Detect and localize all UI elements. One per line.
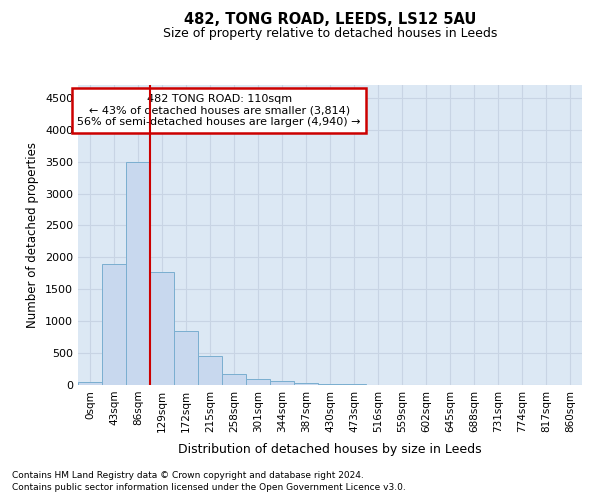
Bar	[294, 383, 318, 385]
Bar	[150, 272, 174, 385]
Bar	[270, 382, 294, 385]
Bar	[198, 356, 222, 385]
Bar	[342, 384, 366, 385]
Text: 482 TONG ROAD: 110sqm
← 43% of detached houses are smaller (3,814)
56% of semi-d: 482 TONG ROAD: 110sqm ← 43% of detached …	[77, 94, 361, 127]
Text: Contains public sector information licensed under the Open Government Licence v3: Contains public sector information licen…	[12, 484, 406, 492]
Text: Size of property relative to detached houses in Leeds: Size of property relative to detached ho…	[163, 28, 497, 40]
Text: Contains HM Land Registry data © Crown copyright and database right 2024.: Contains HM Land Registry data © Crown c…	[12, 471, 364, 480]
Y-axis label: Number of detached properties: Number of detached properties	[26, 142, 40, 328]
Bar	[102, 264, 126, 385]
X-axis label: Distribution of detached houses by size in Leeds: Distribution of detached houses by size …	[178, 443, 482, 456]
Bar	[318, 384, 342, 385]
Text: 482, TONG ROAD, LEEDS, LS12 5AU: 482, TONG ROAD, LEEDS, LS12 5AU	[184, 12, 476, 28]
Bar	[174, 330, 198, 385]
Bar	[78, 382, 102, 385]
Bar	[222, 374, 246, 385]
Bar	[126, 162, 150, 385]
Bar	[246, 380, 270, 385]
